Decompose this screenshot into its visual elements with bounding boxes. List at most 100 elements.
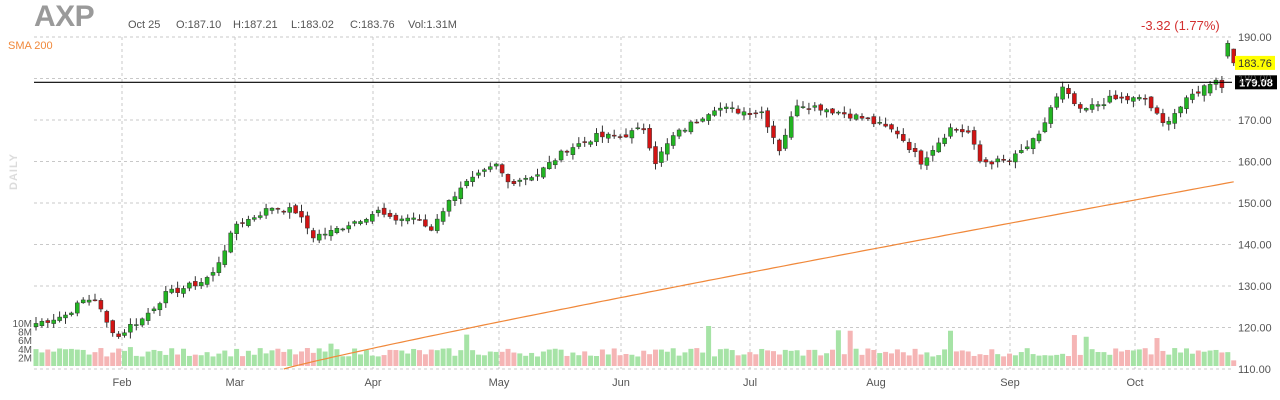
volume-bar bbox=[735, 355, 741, 366]
candle bbox=[694, 121, 700, 124]
volume-bar bbox=[192, 354, 198, 366]
candle bbox=[1190, 93, 1195, 100]
x-tick-label: Aug bbox=[866, 377, 886, 389]
candle bbox=[665, 143, 670, 155]
volume-bar bbox=[1089, 349, 1095, 366]
candle bbox=[488, 166, 493, 170]
volume-bar bbox=[523, 355, 529, 366]
reference-line-tag bbox=[1235, 75, 1277, 90]
x-tick-label: Jul bbox=[743, 377, 757, 389]
volume-bar bbox=[92, 352, 98, 366]
volume-bar bbox=[959, 350, 965, 366]
high-value: H:187.21 bbox=[233, 19, 278, 31]
y-tick-label: 180.00 bbox=[1238, 74, 1272, 86]
volume-bar bbox=[942, 349, 948, 366]
candle bbox=[69, 312, 74, 315]
volume-bar bbox=[576, 355, 582, 366]
candle bbox=[883, 123, 888, 127]
volume-bar bbox=[776, 354, 782, 366]
candle bbox=[901, 134, 906, 141]
volume-bar bbox=[145, 351, 151, 366]
volume-bar bbox=[611, 348, 617, 366]
candle bbox=[1013, 153, 1018, 163]
candle bbox=[1042, 122, 1048, 133]
volume-bar bbox=[835, 330, 841, 366]
volume-bar bbox=[328, 343, 334, 366]
candle bbox=[128, 324, 133, 333]
candle bbox=[86, 299, 92, 303]
candle bbox=[1201, 85, 1207, 96]
volume-bar bbox=[1054, 354, 1060, 366]
volume-bar bbox=[912, 348, 918, 366]
volume-bar bbox=[393, 350, 399, 366]
candle bbox=[446, 200, 452, 212]
candle bbox=[440, 211, 446, 222]
candle bbox=[257, 215, 263, 218]
candle bbox=[1207, 84, 1213, 94]
candle bbox=[1001, 158, 1006, 161]
candle bbox=[305, 215, 310, 229]
candle bbox=[1119, 96, 1124, 99]
volume-bar bbox=[116, 348, 122, 366]
volume-bar bbox=[1213, 349, 1219, 366]
volume-bar bbox=[1071, 335, 1077, 366]
volume-bar bbox=[175, 354, 181, 366]
volume-bar bbox=[499, 351, 505, 366]
volume-bar bbox=[381, 355, 387, 366]
volume-bar bbox=[670, 348, 676, 366]
volume-bar bbox=[363, 350, 369, 366]
volume-bar bbox=[877, 353, 883, 366]
volume-bar bbox=[139, 356, 145, 366]
sma-legend: SMA 200 bbox=[8, 40, 53, 52]
candle bbox=[1107, 95, 1113, 103]
candle bbox=[600, 131, 605, 138]
volume-bar bbox=[340, 356, 346, 366]
candle bbox=[853, 114, 859, 120]
volume-bar bbox=[1166, 354, 1172, 366]
volume-bar bbox=[700, 352, 706, 366]
candle bbox=[847, 113, 853, 119]
volume-bar bbox=[86, 354, 92, 366]
candle bbox=[193, 281, 198, 287]
volume-bar bbox=[535, 356, 540, 366]
candle bbox=[92, 299, 98, 302]
candle bbox=[889, 124, 894, 130]
volume-bar bbox=[434, 350, 440, 366]
volume-bar bbox=[287, 349, 293, 366]
volume-bar bbox=[157, 351, 163, 366]
volume-bar bbox=[948, 330, 953, 366]
volume-bar bbox=[399, 350, 405, 366]
volume-bar bbox=[529, 352, 535, 366]
candle bbox=[989, 161, 995, 165]
volume-bar bbox=[493, 351, 499, 366]
volume-bar bbox=[1113, 348, 1119, 366]
candle bbox=[948, 127, 953, 137]
candle bbox=[45, 320, 51, 323]
volume-bar bbox=[1012, 355, 1018, 366]
candle bbox=[788, 116, 794, 138]
volume-bar bbox=[570, 352, 576, 366]
volume-bar bbox=[1225, 352, 1231, 366]
candle bbox=[995, 158, 1000, 163]
volume-bar bbox=[1154, 338, 1160, 366]
volume-bar bbox=[800, 355, 806, 366]
candle bbox=[859, 116, 865, 119]
volume-bar bbox=[647, 354, 653, 366]
volume-bar bbox=[729, 350, 735, 366]
candle bbox=[1172, 113, 1177, 124]
bar-date: Oct 25 bbox=[128, 19, 161, 31]
candle bbox=[517, 179, 523, 182]
volume-bar bbox=[1207, 350, 1213, 366]
volume-bar bbox=[1042, 355, 1048, 366]
candle bbox=[830, 108, 835, 114]
volume-bar bbox=[983, 354, 989, 366]
volume-bar bbox=[1036, 355, 1042, 366]
candle bbox=[906, 141, 912, 151]
volume-bar bbox=[1184, 348, 1189, 366]
candle bbox=[800, 106, 806, 108]
volume-bar bbox=[458, 350, 464, 366]
x-tick-label: Jun bbox=[612, 377, 630, 389]
candle bbox=[75, 302, 80, 314]
sma200-line bbox=[283, 181, 1234, 370]
